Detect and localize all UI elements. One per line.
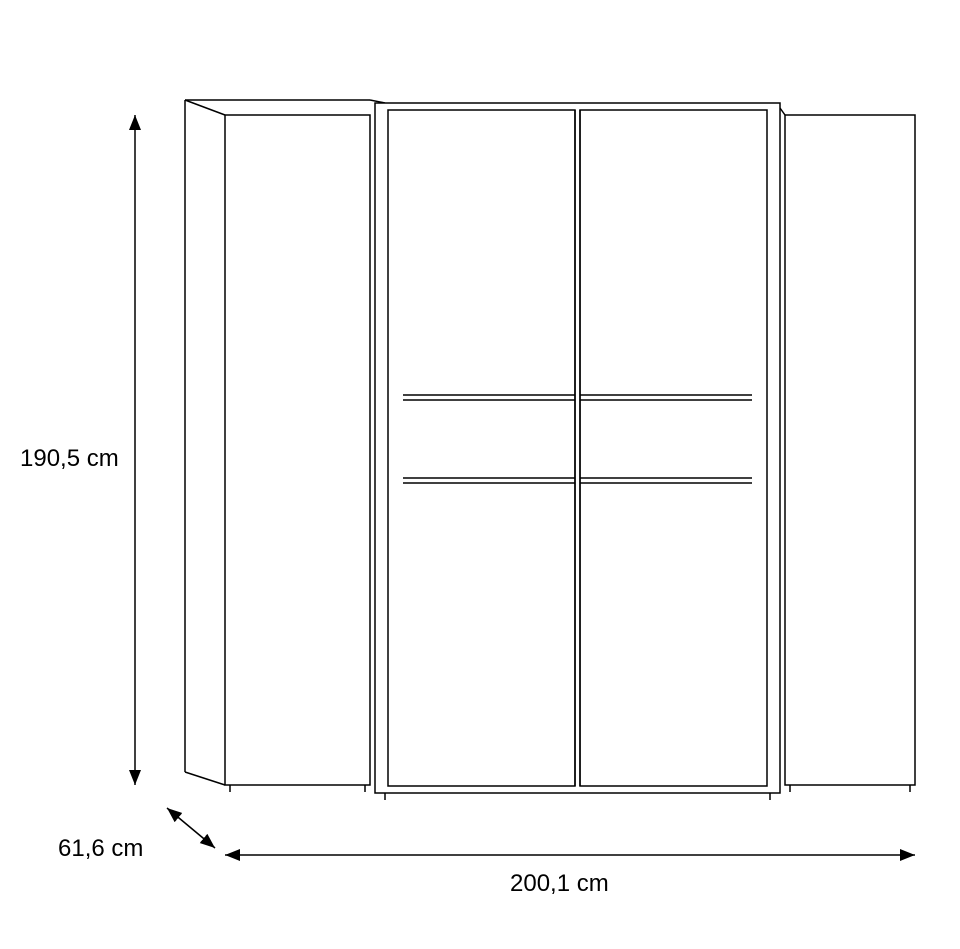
cabinet-side-panel xyxy=(185,100,385,785)
cabinet-body xyxy=(225,103,915,800)
height-label: 190,5 cm xyxy=(20,445,119,473)
depth-label: 61,6 cm xyxy=(58,835,143,863)
wardrobe-dimension-diagram: 190,5 cm 61,6 cm 200,1 cm xyxy=(0,0,960,949)
width-label: 200,1 cm xyxy=(510,870,609,898)
diagram-svg xyxy=(0,0,960,949)
